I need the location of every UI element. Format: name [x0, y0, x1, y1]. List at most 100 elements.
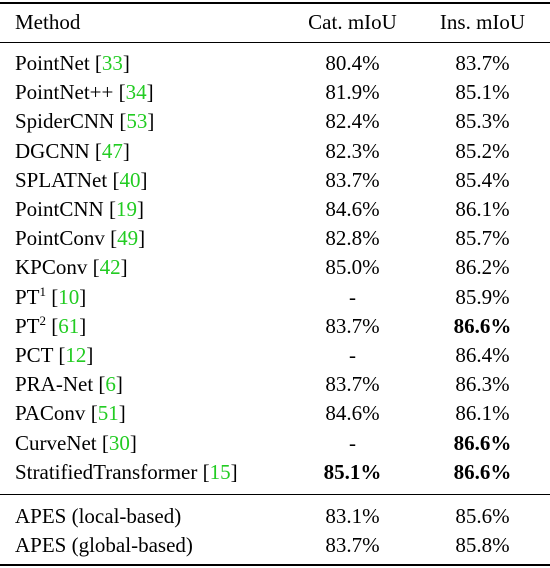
- cat-miou: 85.1%: [323, 459, 382, 484]
- cat-miou: 83.7%: [325, 167, 380, 192]
- table-row: PT2 [61] 83.7% 86.6%: [0, 312, 550, 341]
- table-row: PT1 [10] - 85.9%: [0, 283, 550, 312]
- method-name: PointNet: [15, 51, 90, 75]
- method-name: PointCNN: [15, 197, 104, 221]
- method-name: StratifiedTransformer: [15, 459, 198, 484]
- citation-link[interactable]: 33: [101, 51, 123, 75]
- header-row: Method Cat. mIoU Ins. mIoU: [0, 8, 550, 37]
- ins-miou: 86.4%: [455, 343, 510, 367]
- ins-miou: 85.2%: [455, 138, 510, 163]
- method-cell: PointCNN [19]: [15, 197, 144, 221]
- table-row: SPLATNet [40] 83.7% 85.4%: [0, 166, 550, 195]
- cat-miou: 82.8%: [325, 226, 380, 251]
- top-rule: [0, 2, 550, 4]
- method-superscript: 2: [39, 312, 47, 328]
- table-row: PointCNN [19] 84.6% 86.1%: [0, 195, 550, 224]
- ins-miou: 86.6%: [453, 430, 512, 455]
- ins-miou: 85.3%: [455, 109, 510, 134]
- header-ins-miou: Ins. mIoU: [439, 10, 526, 34]
- cat-miou: -: [349, 284, 356, 309]
- cat-miou: 83.7%: [325, 313, 380, 338]
- citation-link[interactable]: 51: [97, 401, 119, 426]
- table-row: KPConv [42] 85.0% 86.2%: [0, 253, 550, 282]
- bottom-rule: [0, 564, 550, 566]
- ins-miou: 86.1%: [455, 401, 510, 426]
- method-name: PCT: [15, 343, 54, 367]
- table-row: StratifiedTransformer [15] 85.1% 86.6%: [0, 458, 550, 487]
- table-row: DGCNN [47] 82.3% 85.2%: [0, 137, 550, 166]
- method-name: SPLATNet: [15, 167, 108, 192]
- table-row: PointNet [33] 80.4% 83.7%: [0, 49, 550, 78]
- citation-link[interactable]: 34: [125, 80, 147, 105]
- citation-link[interactable]: 10: [58, 284, 80, 309]
- cat-miou: 82.4%: [325, 109, 380, 134]
- cat-miou: 80.4%: [325, 51, 380, 75]
- citation-link[interactable]: 40: [119, 167, 141, 192]
- cat-miou: 84.6%: [325, 197, 380, 221]
- method-cell: PRA-Net [6]: [15, 372, 123, 397]
- citation-link[interactable]: 42: [99, 255, 121, 280]
- method-name: SpiderCNN: [15, 109, 115, 134]
- cat-miou: 83.7%: [325, 372, 380, 397]
- ins-miou: 85.7%: [455, 226, 510, 251]
- table-row: PointNet++ [34] 81.9% 85.1%: [0, 78, 550, 107]
- method-name: DGCNN: [15, 138, 90, 163]
- cat-miou: 85.0%: [325, 255, 380, 280]
- method-cell: PT2 [61]: [15, 312, 87, 338]
- ins-miou: 86.3%: [455, 372, 510, 397]
- citation-link[interactable]: 49: [117, 226, 139, 251]
- table-row-apes-global: APES (global-based) 83.7% 85.8%: [0, 531, 550, 560]
- table-row: CurveNet [30] - 86.6%: [0, 429, 550, 458]
- table-row: SpiderCNN [53] 82.4% 85.3%: [0, 107, 550, 136]
- citation-link[interactable]: 30: [108, 430, 130, 455]
- citation-link[interactable]: 61: [58, 313, 80, 338]
- citation-link[interactable]: 6: [105, 372, 116, 397]
- method-cell: SpiderCNN [53]: [15, 109, 155, 134]
- method-name: APES (local-based): [15, 504, 182, 528]
- cat-miou: -: [349, 343, 356, 367]
- separator-rule: [0, 494, 550, 495]
- method-cell: KPConv [42]: [15, 255, 128, 280]
- ins-miou: 85.8%: [455, 533, 510, 557]
- method-cell: PointNet [33]: [15, 51, 130, 75]
- method-name: PAConv: [15, 401, 86, 426]
- method-cell: DGCNN [47]: [15, 138, 130, 163]
- citation-link[interactable]: 53: [126, 109, 148, 134]
- ins-miou: 86.1%: [455, 197, 510, 221]
- cat-miou: 84.6%: [325, 401, 380, 426]
- ins-miou: 83.7%: [455, 51, 510, 75]
- method-name: PRA-Net: [15, 372, 94, 397]
- method-cell: PointConv [49]: [15, 226, 146, 251]
- method-cell: StratifiedTransformer [15]: [15, 459, 238, 484]
- method-name: PointNet++: [15, 80, 114, 105]
- ins-miou: 85.1%: [455, 80, 510, 105]
- header-method: Method: [15, 10, 81, 34]
- method-superscript: 1: [39, 283, 47, 299]
- header-rule: [0, 42, 550, 43]
- citation-link[interactable]: 15: [209, 459, 231, 484]
- ins-miou: 85.9%: [455, 284, 510, 309]
- method-cell: PointNet++ [34]: [15, 80, 154, 105]
- cat-miou: 82.3%: [325, 138, 380, 163]
- citation-link[interactable]: 19: [115, 197, 137, 221]
- ins-miou: 85.6%: [455, 504, 510, 528]
- header-cat-miou: Cat. mIoU: [308, 10, 397, 34]
- citation-link[interactable]: 47: [101, 138, 123, 163]
- table-row: PRA-Net [6] 83.7% 86.3%: [0, 370, 550, 399]
- cat-miou: 81.9%: [325, 80, 380, 105]
- table-row: PAConv [51] 84.6% 86.1%: [0, 399, 550, 428]
- method-cell: SPLATNet [40]: [15, 167, 148, 192]
- method-name: APES (global-based): [15, 533, 193, 557]
- method-name: CurveNet: [15, 430, 97, 455]
- method-cell: CurveNet [30]: [15, 430, 137, 455]
- ins-miou: 86.6%: [453, 313, 512, 338]
- method-name: PT: [15, 284, 40, 309]
- ins-miou: 85.4%: [455, 167, 510, 192]
- table-row: PointConv [49] 82.8% 85.7%: [0, 224, 550, 253]
- method-cell: PAConv [51]: [15, 401, 126, 426]
- ins-miou: 86.6%: [453, 459, 512, 484]
- table-row-apes-local: APES (local-based) 83.1% 85.6%: [0, 502, 550, 531]
- method-cell: PT1 [10]: [15, 283, 87, 309]
- ins-miou: 86.2%: [455, 255, 510, 280]
- citation-link[interactable]: 12: [65, 343, 87, 367]
